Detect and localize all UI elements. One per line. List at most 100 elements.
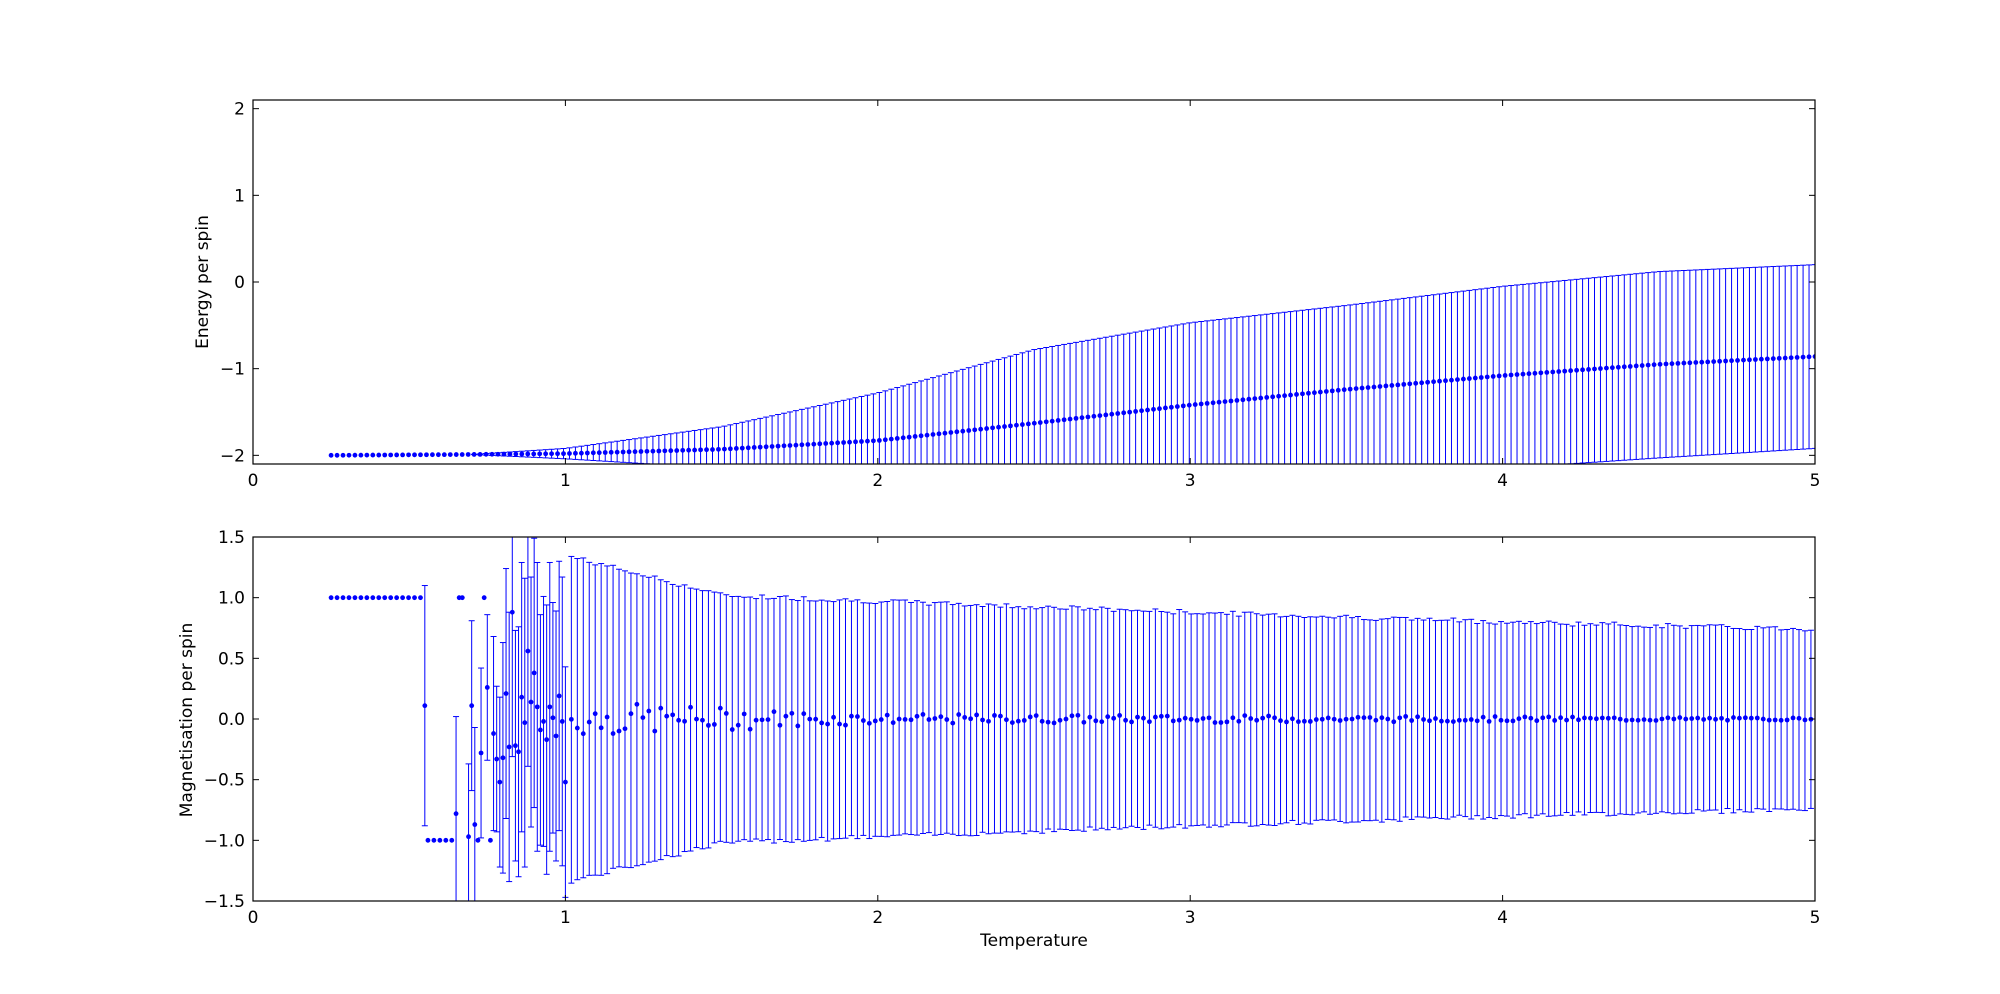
energy-data-point <box>483 451 489 457</box>
energy-data-point <box>1502 373 1508 378</box>
energy-data-point <box>1401 381 1407 387</box>
magnetisation-data-point <box>1725 717 1730 723</box>
magnetisation-data-point <box>1444 718 1450 724</box>
energy-data-point <box>453 452 459 457</box>
magnetisation-data-point <box>1367 715 1373 720</box>
magnetisation-subplot: 0 1 2 3 4 5 −1.5 −1.0 −0.5 0.0 0.5 1.0 1.5 Magnetisa… <box>177 528 1820 951</box>
energy-data-point <box>471 452 477 457</box>
magnetisation-data-point <box>1433 716 1438 721</box>
magnetisation-data-point <box>1677 715 1683 720</box>
energy-data-point <box>1252 396 1258 402</box>
energy-data-point <box>441 452 447 458</box>
magnetisation-data-point <box>382 595 388 601</box>
magnetisation-data-point <box>519 694 525 700</box>
energy-data-point <box>1556 369 1562 374</box>
magnetisation-data-point <box>1141 715 1146 721</box>
magnetisation-data-point <box>1194 717 1200 723</box>
energy-data-point <box>751 445 757 450</box>
magnetisation-ytick-label: 0.5 <box>218 649 245 669</box>
energy-xtick-label: 1 <box>560 471 571 491</box>
magnetisation-data-point <box>1170 718 1176 724</box>
energy-data-point <box>1151 406 1156 412</box>
energy-data-point <box>1747 357 1752 363</box>
magnetisation-data-point <box>1027 714 1033 720</box>
magnetisation-data-point <box>1021 718 1027 723</box>
magnetisation-data-point <box>837 721 842 727</box>
magnetisation-data-point <box>1766 717 1772 723</box>
magnetisation-data-point <box>1379 715 1385 721</box>
magnetisation-data-point <box>1409 718 1415 723</box>
magnetisation-data-point <box>559 719 565 724</box>
energy-data-point <box>1496 373 1502 379</box>
magnetisation-data-point <box>723 710 729 716</box>
magnetisation-data-point <box>1504 718 1510 724</box>
energy-data-point <box>1615 364 1621 370</box>
magnetisation-data-point <box>986 718 991 724</box>
energy-data-point <box>418 452 423 458</box>
energy-data-point <box>1472 375 1478 381</box>
energy-data-point <box>906 434 912 440</box>
magnetisation-data-point <box>1593 716 1599 722</box>
energy-data-point <box>620 449 626 455</box>
energy-data-point <box>900 435 906 441</box>
magnetisation-data-point <box>1516 716 1522 722</box>
energy-data-point <box>888 436 894 442</box>
energy-data-point <box>745 445 751 451</box>
energy-data-point <box>1395 382 1401 388</box>
energy-data-point <box>608 449 614 455</box>
energy-data-point <box>769 444 775 449</box>
energy-data-point <box>1073 415 1079 421</box>
magnetisation-data-point <box>1647 717 1653 723</box>
energy-data-point <box>1192 402 1198 407</box>
magnetisation-data-point <box>1284 719 1289 725</box>
energy-data-point <box>978 426 984 432</box>
magnetisation-data-point <box>394 595 400 601</box>
magnetisation-data-point <box>717 705 723 711</box>
energy-data-point <box>1228 398 1234 404</box>
magnetisation-data-point <box>1272 715 1277 721</box>
magnetisation-ytick-label: 0.0 <box>218 710 245 730</box>
energy-data-point <box>644 448 650 454</box>
magnetisation-data-point <box>563 779 568 785</box>
energy-data-point <box>1055 418 1061 423</box>
magnetisation-data-point <box>418 595 423 601</box>
energy-data-point <box>1210 400 1216 406</box>
magnetisation-data-point <box>1540 715 1546 721</box>
magnetisation-data-point <box>1117 712 1123 718</box>
magnetisation-data-point <box>813 716 819 722</box>
magnetisation-data-point <box>1695 715 1701 721</box>
magnetisation-data-point <box>896 716 902 722</box>
energy-data-point <box>763 444 769 450</box>
energy-data-point <box>859 439 864 444</box>
magnetisation-data-point <box>1450 719 1456 724</box>
magnetisation-data-point <box>670 712 676 718</box>
magnetisation-data-point <box>1534 718 1540 724</box>
magnetisation-data-point <box>406 595 411 601</box>
magnetisation-ytick-label: −1.5 <box>204 892 245 912</box>
energy-data-point <box>632 449 638 455</box>
energy-data-point <box>1317 389 1323 395</box>
energy-data-point <box>1455 377 1460 383</box>
energy-data-point <box>668 448 674 454</box>
magnetisation-data-point <box>962 715 968 720</box>
energy-data-point <box>799 442 805 448</box>
energy-data-point <box>1168 404 1174 410</box>
magnetisation-data-point <box>469 703 475 709</box>
energy-data-point <box>1085 414 1091 420</box>
magnetisation-data-point <box>1200 716 1206 721</box>
magnetisation-data-point <box>1230 715 1236 721</box>
magnetisation-data-point <box>759 717 765 723</box>
magnetisation-y-axis-label: Magnetisation per spin <box>177 623 197 818</box>
energy-data-point <box>537 451 543 457</box>
energy-ytick-label: 2 <box>234 100 245 120</box>
energy-data-point <box>942 430 948 436</box>
magnetisation-data-point <box>1719 715 1724 721</box>
energy-ytick-label: −1 <box>220 360 245 380</box>
magnetisation-data-point <box>478 750 484 756</box>
energy-data-point <box>412 452 417 458</box>
magnetisation-data-point <box>1683 716 1689 722</box>
magnetisation-data-point <box>825 721 831 727</box>
energy-data-point <box>1532 370 1538 376</box>
energy-data-point <box>1657 361 1663 367</box>
